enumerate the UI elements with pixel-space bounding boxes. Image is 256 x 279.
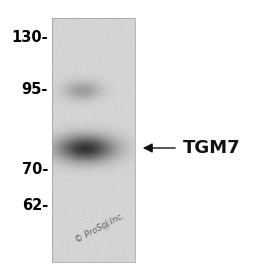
Text: 62-: 62- — [22, 198, 48, 213]
Text: © ProSci Inc.: © ProSci Inc. — [74, 211, 126, 245]
Bar — [52, 18, 135, 262]
Text: 70-: 70- — [22, 162, 48, 177]
Text: 95-: 95- — [22, 83, 48, 97]
Text: 130-: 130- — [11, 30, 48, 45]
Text: TGM7: TGM7 — [183, 139, 241, 157]
